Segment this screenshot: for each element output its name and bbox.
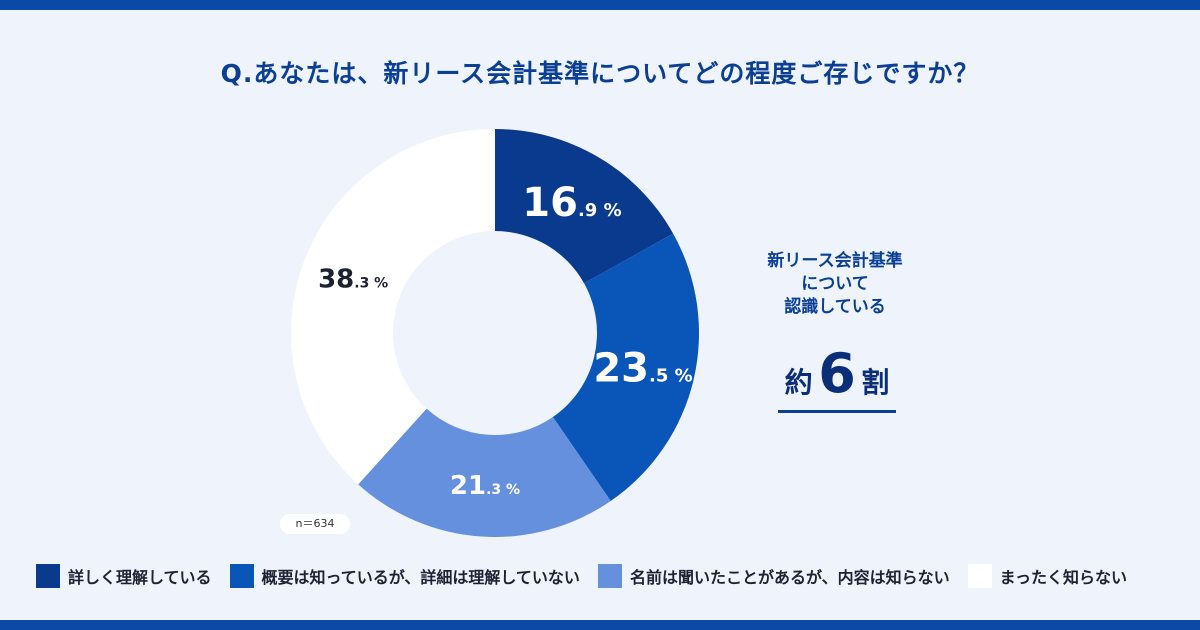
legend: 詳しく理解している 概要は知っているが、詳細は理解していない 名前は聞いたことが… xyxy=(36,563,1176,589)
legend-label: まったく知らない xyxy=(999,568,1127,587)
legend-item: 概要は知っているが、詳細は理解していない xyxy=(229,564,580,588)
approx-suffix: 割 xyxy=(861,366,890,399)
legend-label: 概要は知っているが、詳細は理解していない xyxy=(261,568,580,587)
donut-slice xyxy=(552,233,699,502)
legend-swatch xyxy=(967,564,992,588)
legend-swatch xyxy=(597,564,622,588)
approx-value: 6 xyxy=(818,342,856,405)
donut-slice xyxy=(358,408,611,537)
top-accent-bar xyxy=(0,0,1200,10)
sample-size-badge: n＝634 xyxy=(280,514,350,534)
legend-label: 詳しく理解している xyxy=(68,568,212,587)
summary-line-1: 新リース会計基準 xyxy=(767,251,903,271)
summary-line-3: 認識している xyxy=(784,297,886,317)
summary-highlight: 約 6 割 xyxy=(778,344,896,413)
bottom-accent-bar xyxy=(0,620,1200,630)
chart-title: Q.あなたは、新リース会計基準についてどの程度ご存じですか？ xyxy=(220,59,980,88)
slice-value-label: 16.9 % xyxy=(522,180,621,226)
summary-line-2: について xyxy=(801,274,869,294)
legend-item: 名前は聞いたことがあるが、内容は知らない xyxy=(597,564,950,588)
legend-swatch xyxy=(36,564,60,588)
summary-caption: 新リース会計基準 について 認識している xyxy=(740,250,930,319)
slice-value-label: 38.3 % xyxy=(318,264,388,294)
legend-item: 詳しく理解している xyxy=(36,564,212,588)
legend-swatch xyxy=(229,564,254,588)
donut-slice xyxy=(291,129,495,485)
legend-label: 名前は聞いたことがあるが、内容は知らない xyxy=(629,568,950,587)
slice-value-label: 23.5 % xyxy=(593,346,692,392)
approx-prefix: 約 xyxy=(784,366,813,399)
legend-item: まったく知らない xyxy=(967,564,1127,588)
donut-chart: 16.9 % 23.5 % 21.3 % 38.3 % xyxy=(291,129,699,537)
donut-slice xyxy=(495,129,674,284)
slice-value-label: 21.3 % xyxy=(450,471,520,501)
